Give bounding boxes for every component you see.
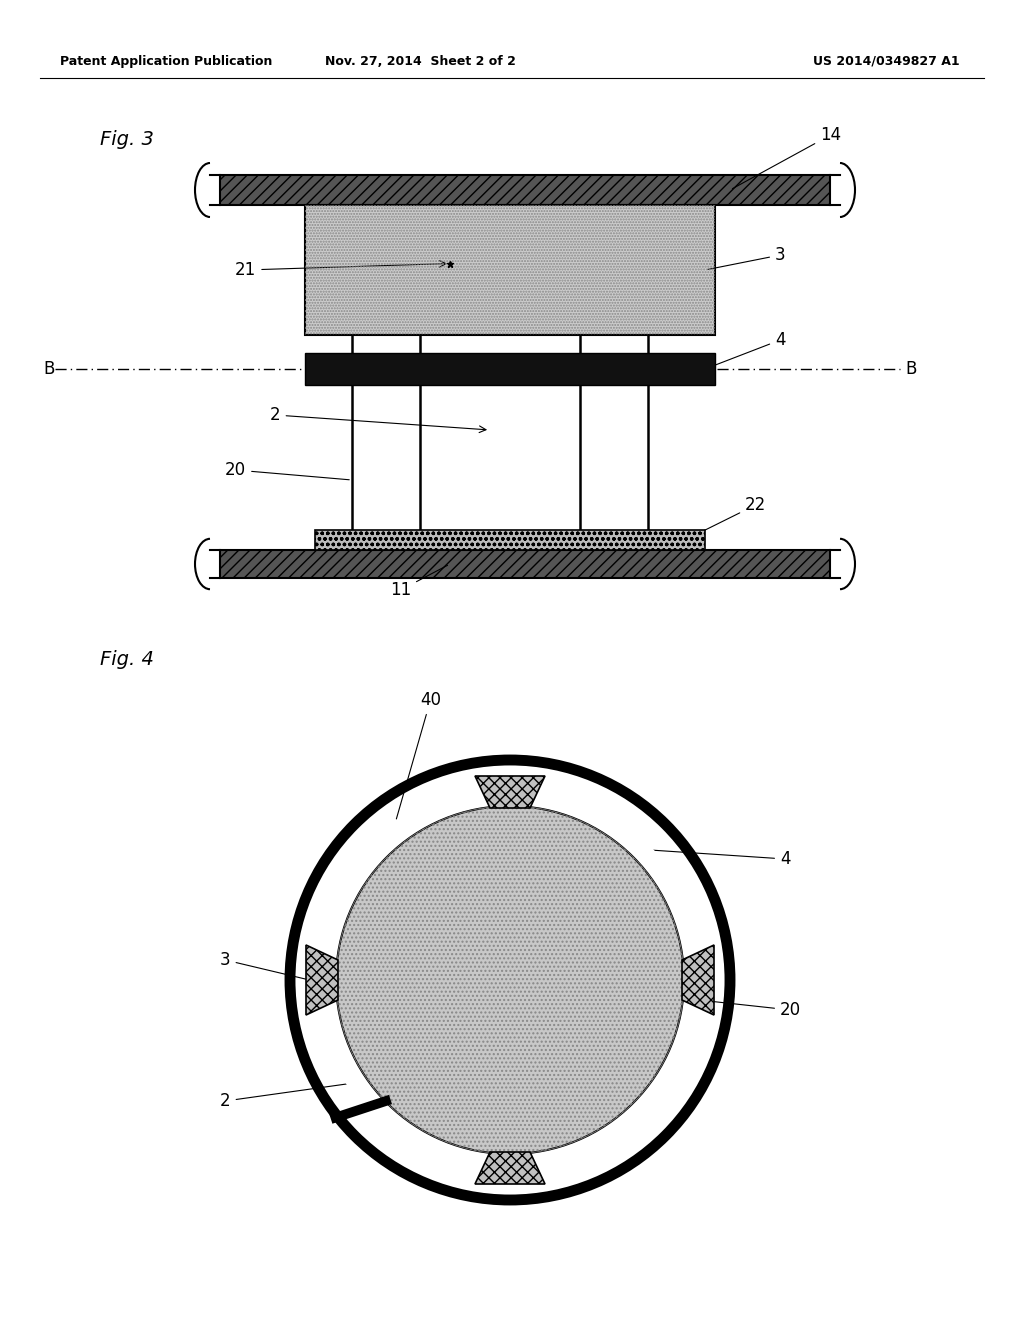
Text: 20: 20 — [701, 1001, 801, 1019]
Text: 4: 4 — [708, 331, 785, 368]
Ellipse shape — [336, 807, 684, 1154]
Bar — [315, 531, 705, 550]
Text: 21: 21 — [234, 260, 446, 279]
Bar — [220, 176, 830, 205]
Text: Fig. 4: Fig. 4 — [100, 649, 154, 669]
Text: Nov. 27, 2014  Sheet 2 of 2: Nov. 27, 2014 Sheet 2 of 2 — [325, 55, 515, 69]
PathPatch shape — [306, 945, 338, 1015]
Text: B: B — [44, 360, 55, 378]
Bar — [305, 205, 715, 335]
Ellipse shape — [316, 785, 705, 1173]
Text: Patent Application Publication: Patent Application Publication — [60, 55, 272, 69]
Text: Fig. 3: Fig. 3 — [100, 129, 154, 149]
Text: 40: 40 — [396, 690, 441, 818]
Bar — [305, 205, 715, 335]
Text: 3: 3 — [220, 950, 349, 990]
Text: 2: 2 — [270, 407, 486, 433]
Text: B: B — [905, 360, 916, 378]
PathPatch shape — [475, 1152, 545, 1184]
Bar — [305, 352, 715, 385]
Ellipse shape — [290, 760, 730, 1200]
Text: 11: 11 — [390, 565, 447, 599]
Text: 3: 3 — [708, 246, 785, 269]
PathPatch shape — [475, 776, 545, 808]
Text: 4: 4 — [623, 849, 791, 869]
Bar — [220, 550, 830, 578]
Text: US 2014/0349827 A1: US 2014/0349827 A1 — [813, 55, 961, 69]
PathPatch shape — [682, 945, 714, 1015]
Text: 2: 2 — [220, 1076, 402, 1110]
Text: 20: 20 — [225, 461, 349, 479]
Text: 22: 22 — [687, 496, 766, 539]
Text: 14: 14 — [732, 125, 841, 189]
